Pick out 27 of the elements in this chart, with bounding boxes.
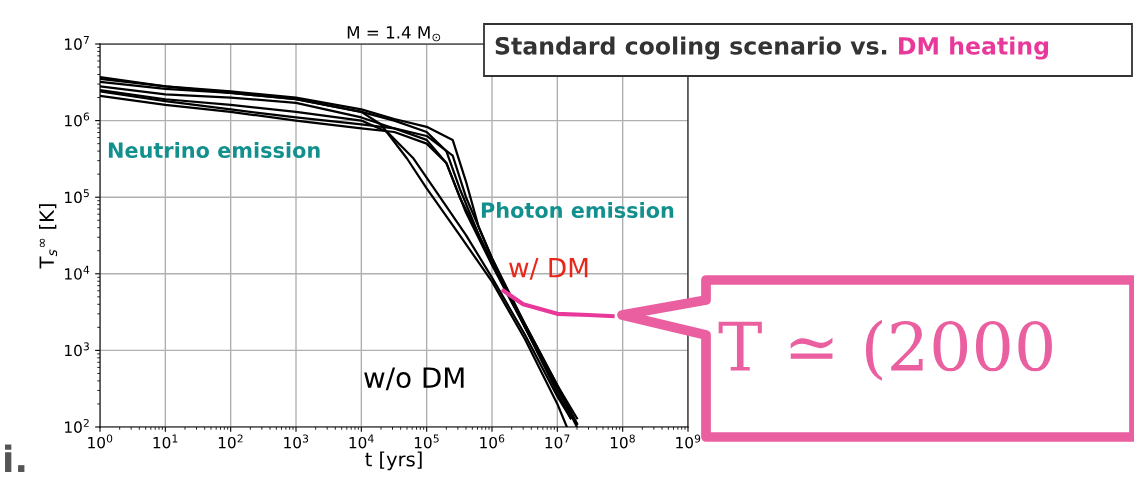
chart-title: M = 1.4 M$_{⊙}$ [347, 26, 441, 42]
x-tick-label: 10$^{1}$ [153, 434, 178, 449]
x-tick-label: 10$^{9}$ [676, 434, 701, 449]
y-tick-label: 10$^{3}$ [65, 342, 89, 357]
x-tick-label: 10$^{4}$ [349, 434, 374, 449]
x-tick-label: 10$^{8}$ [610, 434, 635, 449]
x-axis-title: t [yrs] [365, 451, 422, 471]
text: T ≃ (2000 [718, 319, 1052, 381]
y-tick-label: 10$^{6}$ [65, 112, 90, 127]
x-tick-label: 10$^{6}$ [480, 434, 505, 449]
y-tick-label: 10$^{4}$ [65, 265, 90, 280]
y-tick-label: 10$^{5}$ [65, 189, 89, 204]
text: DM heating [899, 36, 1049, 60]
annotation: w/ DM [509, 258, 588, 280]
annotation: Neutrino emission [108, 141, 320, 159]
annotation: w/o DM [364, 367, 464, 391]
annotation: Photon emission [481, 201, 674, 219]
x-tick-label: 10$^{0}$ [88, 434, 113, 449]
y-tick-label: 10$^{7}$ [65, 36, 89, 50]
x-tick-label: 10$^{3}$ [284, 434, 309, 449]
x-tick-label: 10$^{5}$ [414, 434, 439, 449]
y-tick-label: 10$^{2}$ [65, 418, 89, 433]
text: i. [5, 444, 25, 472]
y-axis-title: T$_{s}$$^{∞}$ [K] [39, 204, 58, 269]
annotation: Standard cooling scenario vs. [495, 36, 887, 60]
x-tick-label: 10$^{2}$ [218, 434, 243, 449]
x-tick-label: 10$^{7}$ [545, 434, 570, 449]
